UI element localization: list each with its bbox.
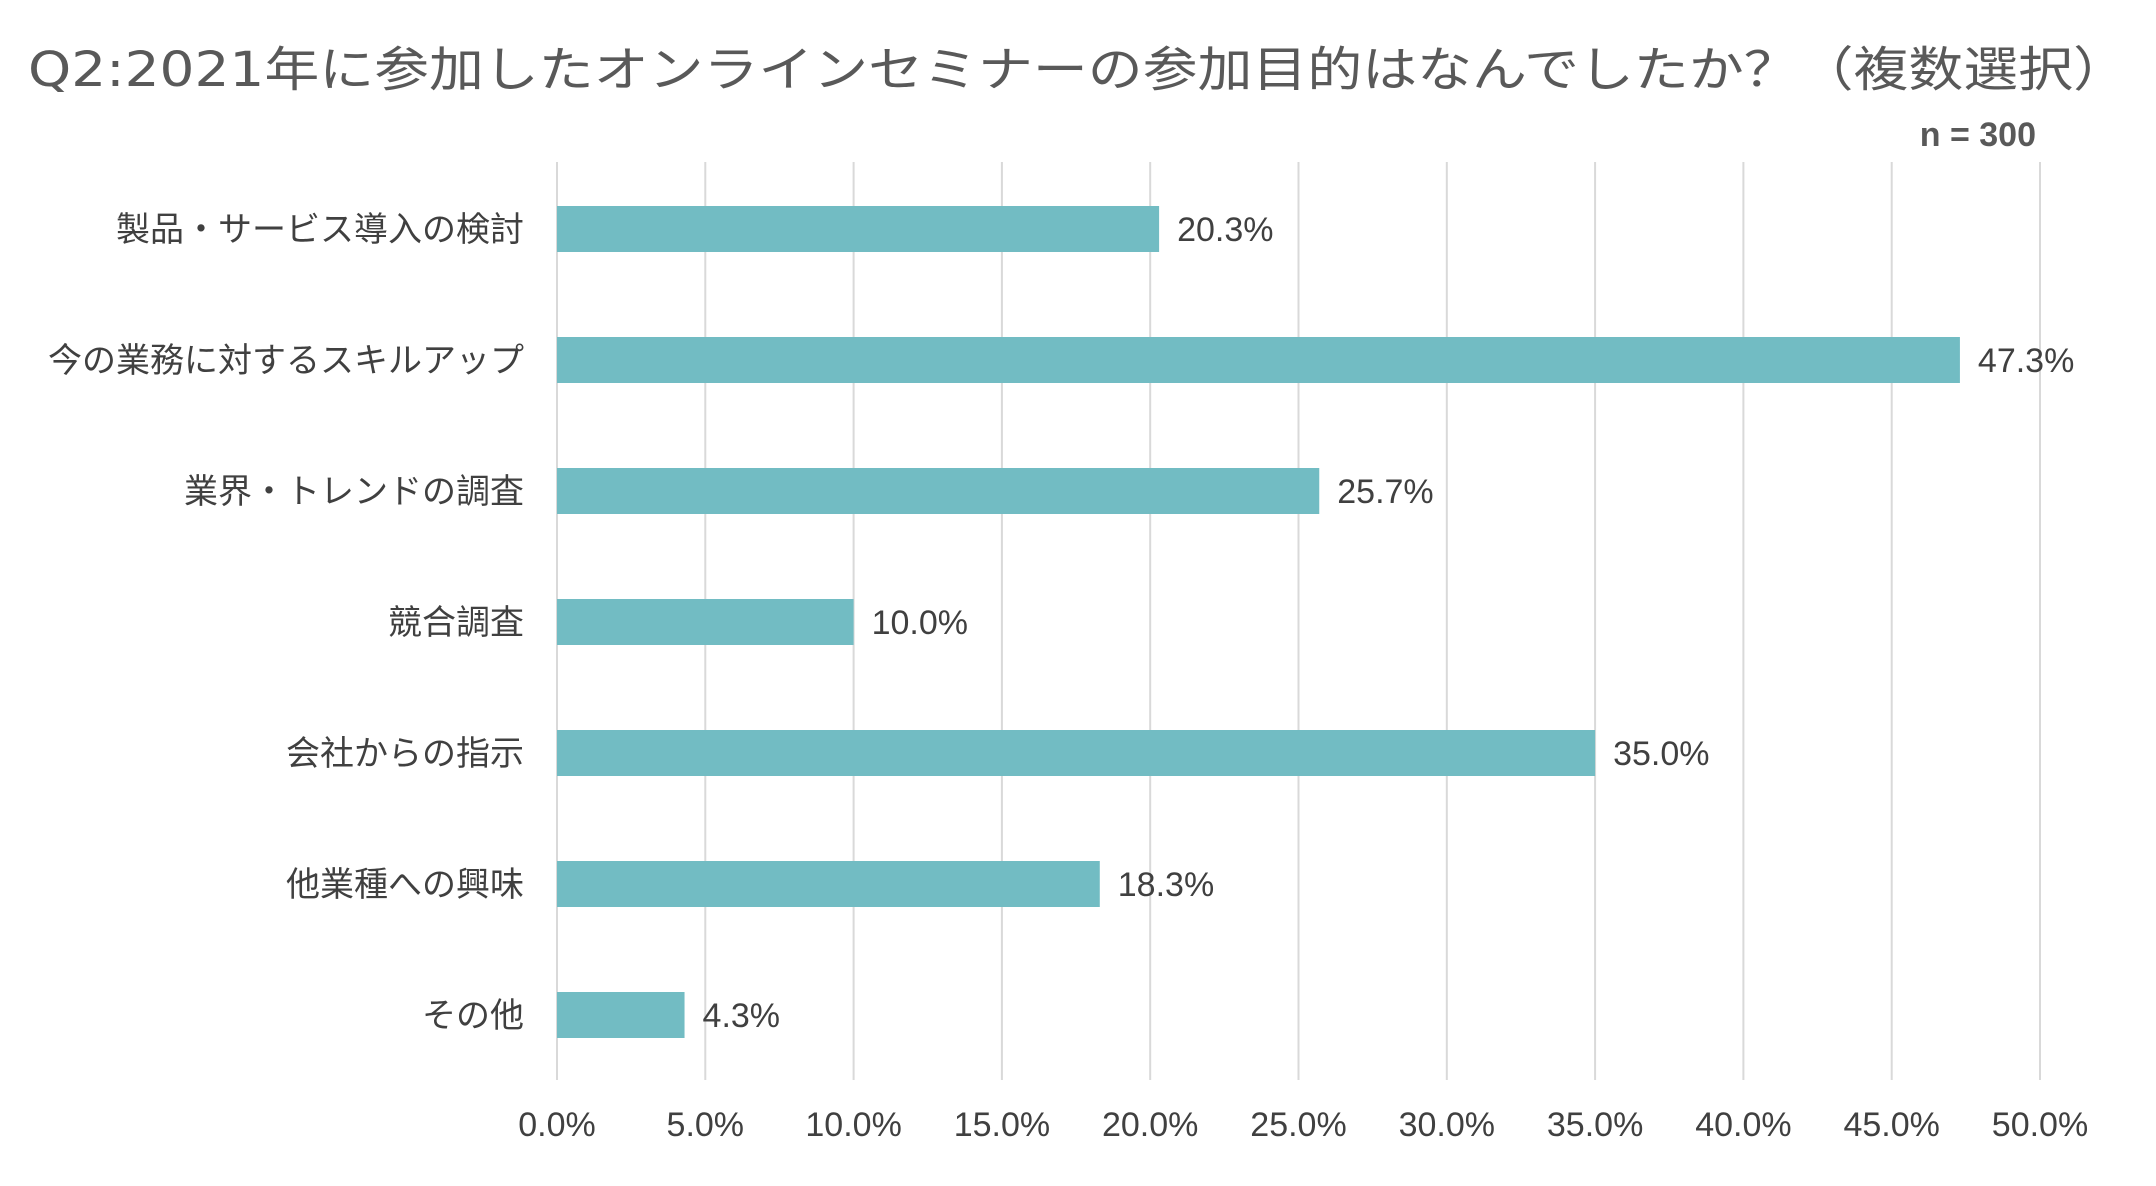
data-label: 10.0% — [872, 604, 968, 642]
x-tick-label: 20.0% — [1102, 1106, 1198, 1144]
category-labels: 製品・サービス導入の検討今の業務に対するスキルアップ業界・トレンドの調査競合調査… — [48, 210, 524, 1036]
x-axis-tick-labels: 0.0% 5.0% 10.0% 15.0% 20.0% 25.0% 30.0% 35.0% 40… — [518, 1106, 2088, 1144]
bar — [557, 861, 1100, 907]
gridlines — [556, 162, 2041, 1080]
chart-title: Q2:2021年に参加したオンラインセミナーの参加目的はなんでしたか？（複数選択… — [28, 42, 2128, 98]
x-tick-label: 45.0% — [1843, 1106, 1939, 1144]
x-tick-label: 30.0% — [1399, 1106, 1495, 1144]
x-tick-label: 25.0% — [1250, 1106, 1346, 1144]
x-tick-label: 50.0% — [1992, 1106, 2088, 1144]
bar — [557, 730, 1596, 776]
data-label: 25.7% — [1337, 473, 1433, 511]
bar — [557, 206, 1160, 252]
data-label: 47.3% — [1978, 342, 2074, 380]
category-label: 他業種への興味 — [286, 865, 524, 905]
bar — [557, 337, 1960, 383]
category-label: 会社からの指示 — [286, 734, 524, 774]
data-label: 20.3% — [1177, 211, 1273, 249]
x-tick-label: 0.0% — [518, 1106, 596, 1144]
bar — [557, 599, 854, 645]
x-tick-label: 15.0% — [954, 1106, 1050, 1144]
x-tick-label: 40.0% — [1695, 1106, 1791, 1144]
sample-size-label: n = 300 — [1920, 116, 2036, 154]
x-tick-label: 10.0% — [805, 1106, 901, 1144]
bar — [557, 992, 685, 1038]
data-label: 35.0% — [1613, 735, 1709, 773]
x-tick-label: 35.0% — [1547, 1106, 1643, 1144]
data-label: 18.3% — [1118, 866, 1214, 904]
category-label: 今の業務に対するスキルアップ — [48, 341, 524, 381]
category-label: 製品・サービス導入の検討 — [116, 210, 524, 250]
category-label: 競合調査 — [388, 603, 524, 643]
data-label: 4.3% — [703, 997, 781, 1035]
data-labels: 20.3% 47.3% 25.7% 10.0% 35.0% 18.3% 4.3% — [703, 211, 2075, 1035]
category-label: 業界・トレンドの調査 — [184, 472, 524, 512]
bar — [557, 468, 1320, 514]
category-label: その他 — [422, 996, 524, 1036]
bars — [557, 206, 1960, 1038]
x-tick-label: 5.0% — [667, 1106, 745, 1144]
